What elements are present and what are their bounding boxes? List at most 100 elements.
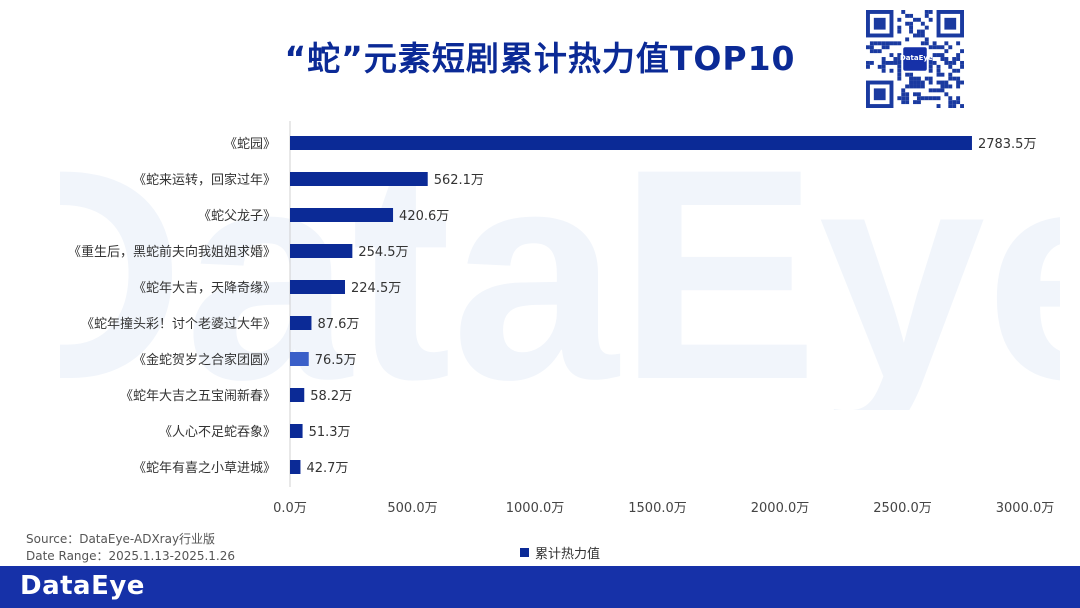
chart-title: “蛇”元素短剧累计热力值TOP10 xyxy=(284,39,796,78)
qr-module xyxy=(932,96,937,101)
x-tick-label: 500.0万 xyxy=(387,501,437,516)
qr-module xyxy=(909,72,914,77)
qr-module xyxy=(897,57,902,61)
qr-module xyxy=(944,60,949,65)
qr-module xyxy=(901,92,906,97)
qr-module xyxy=(889,60,894,65)
qr-module xyxy=(893,60,898,65)
qr-module xyxy=(932,60,937,65)
qr-module xyxy=(948,100,953,105)
qr-finder-inner xyxy=(944,17,957,30)
qr-module xyxy=(948,84,953,89)
qr-module xyxy=(928,57,933,61)
qr-module xyxy=(889,53,894,58)
x-tick-label: 2500.0万 xyxy=(873,501,932,516)
data-label: 51.3万 xyxy=(309,425,351,440)
qr-module xyxy=(897,25,902,30)
qr-module xyxy=(948,45,953,50)
bar xyxy=(290,244,353,258)
qr-module xyxy=(924,41,929,46)
qr-module xyxy=(897,68,902,73)
data-label: 224.5万 xyxy=(351,281,401,296)
data-label: 42.7万 xyxy=(306,461,348,476)
qr-module xyxy=(932,88,937,93)
qr-module xyxy=(897,17,902,22)
qr-module xyxy=(881,60,886,65)
qr-module xyxy=(948,60,953,65)
qr-module xyxy=(936,45,941,50)
qr-module xyxy=(960,64,964,69)
qr-module xyxy=(924,25,929,30)
qr-module xyxy=(881,45,886,50)
qr-module xyxy=(916,84,921,89)
bar xyxy=(290,208,394,222)
qr-module xyxy=(944,41,949,46)
qr-module xyxy=(952,76,957,81)
category-label: 《蛇父龙子》 xyxy=(198,209,276,224)
qr-logo-text: DataEye xyxy=(900,54,933,62)
qr-module xyxy=(956,80,961,85)
qr-module xyxy=(869,60,874,65)
qr-module xyxy=(928,68,933,73)
qr-module xyxy=(901,96,906,101)
qr-module xyxy=(956,76,961,81)
qr-module xyxy=(956,68,961,73)
qr-module xyxy=(924,96,929,101)
qr-module xyxy=(913,100,917,105)
qr-module xyxy=(928,96,933,101)
qr-module xyxy=(877,64,882,69)
qr-module xyxy=(948,76,953,81)
qr-module xyxy=(909,80,914,85)
qr-module xyxy=(944,80,949,85)
qr-module xyxy=(952,68,957,73)
qr-module xyxy=(956,84,961,89)
qr-module xyxy=(936,72,941,77)
qr-module xyxy=(928,10,933,14)
x-tick-label: 1500.0万 xyxy=(628,501,687,516)
qr-finder-inner xyxy=(873,17,886,30)
data-label: 2783.5万 xyxy=(978,137,1037,152)
data-label: 562.1万 xyxy=(434,173,484,188)
bar xyxy=(290,352,309,366)
qr-module xyxy=(960,104,964,108)
qr-module xyxy=(936,104,941,108)
qr-module xyxy=(916,76,921,81)
qr-module xyxy=(866,60,870,65)
category-label: 《蛇年大吉，天降奇缘》 xyxy=(133,280,276,296)
qr-module xyxy=(916,17,921,22)
qr-module xyxy=(881,57,886,61)
qr-center-logo xyxy=(903,47,927,71)
bar xyxy=(290,136,972,150)
qr-module xyxy=(877,41,882,46)
qr-module xyxy=(920,96,925,101)
qr-module xyxy=(901,88,906,93)
qr-code: DataEye xyxy=(866,10,966,108)
qr-module xyxy=(913,17,917,22)
qr-module xyxy=(877,49,882,54)
bar xyxy=(290,460,301,474)
qr-module xyxy=(905,13,910,18)
qr-module xyxy=(897,72,902,77)
qr-module xyxy=(928,45,933,50)
qr-module xyxy=(920,80,925,85)
qr-module xyxy=(924,10,929,14)
qr-module xyxy=(881,41,886,46)
data-label: 58.2万 xyxy=(310,389,352,404)
qr-module xyxy=(869,49,874,54)
x-tick-label: 3000.0万 xyxy=(996,501,1055,516)
qr-module xyxy=(909,76,914,81)
qr-module xyxy=(948,72,953,77)
qr-module xyxy=(913,92,917,97)
source-note: Source：DataEye-ADXray行业版 xyxy=(26,532,216,546)
qr-module xyxy=(940,80,945,85)
qr-module xyxy=(897,29,902,34)
qr-module xyxy=(893,57,898,61)
qr-module xyxy=(960,49,964,54)
qr-module xyxy=(905,21,910,26)
qr-module xyxy=(873,41,878,46)
category-label: 《重生后，黑蛇前夫向我姐姐求婚》 xyxy=(68,244,276,260)
qr-module xyxy=(924,76,929,81)
category-label: 《蛇来运转，回家过年》 xyxy=(133,172,276,188)
date-range-note: Date Range：2025.1.13-2025.1.26 xyxy=(26,549,236,563)
bar xyxy=(290,424,303,438)
